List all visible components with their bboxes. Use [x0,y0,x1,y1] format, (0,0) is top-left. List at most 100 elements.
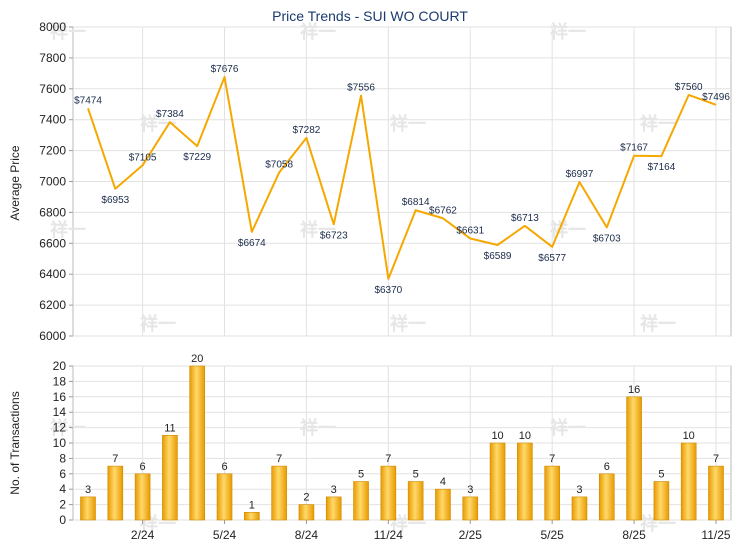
price-y-tick-label: 7800 [39,51,66,65]
watermark-text: 祥一 [390,113,426,135]
price-value-label: $6723 [320,230,348,241]
x-tick-label: 11/25 [701,528,730,542]
bar-value-label: 7 [385,453,391,465]
transaction-bar [380,465,397,521]
bar-value-label: 5 [658,469,664,481]
transaction-bar [189,365,206,521]
transaction-bar [680,442,697,521]
price-value-label: $6589 [484,251,512,262]
transaction-bar [462,496,479,521]
watermark-text: 祥一 [640,113,676,135]
transactions-y-tick-label: 16 [53,390,67,404]
price-value-label: $7282 [293,125,321,136]
price-value-label: $6762 [429,205,457,216]
transactions-y-tick-label: 4 [59,482,66,496]
price-value-label: $6953 [101,195,129,206]
transaction-bar [653,481,670,521]
price-value-label: $7384 [156,109,184,120]
transactions-y-tick-label: 6 [59,467,66,481]
transaction-bar [80,496,96,521]
price-value-label: $6631 [456,226,484,237]
watermark-text: 祥一 [50,417,86,439]
price-value-label: $7167 [620,143,648,154]
watermark-text: 祥一 [50,219,86,241]
bar-value-label: 10 [519,430,531,442]
transaction-bar [134,473,151,521]
price-y-tick-label: 6000 [39,329,66,343]
data-labels: 3 7 6 11 20 6 1 7 2 3 5 7 5 4 3 10 10 7 3 6 16 5 10 7 $7474 $6953… [74,64,730,511]
transactions-y-tick-label: 2 [59,498,66,512]
bar-value-label: 2 [303,492,309,504]
bar-value-label: 10 [683,430,695,442]
transactions-y-tick-label: 12 [53,421,67,435]
x-tick-label: 2/25 [459,528,483,542]
bar-value-label: 6 [140,461,146,473]
bar-value-label: 5 [413,469,419,481]
watermark-text: 祥一 [550,219,586,241]
transaction-bar [708,465,724,521]
transaction-bar [544,465,560,521]
transaction-bar [489,442,506,521]
price-line [87,76,717,280]
price-value-label: $7556 [347,83,375,94]
price-value-label: $6713 [511,213,539,224]
watermark-text: 祥一 [390,313,426,335]
bar-value-label: 3 [85,484,91,496]
watermark-text: 祥一 [550,21,586,43]
transaction-bar [244,511,260,521]
price-y-tick-label: 6200 [39,298,66,312]
watermark-text: 祥一 [300,219,336,241]
bar-value-label: 6 [221,461,227,473]
bar-value-label: 16 [628,384,640,396]
price-value-label: $7105 [129,152,157,163]
x-tick-label: 5/24 [213,528,237,542]
transactions-y-tick-label: 18 [53,374,67,388]
price-value-label: $7058 [265,160,293,171]
price-value-label: $7560 [675,82,703,93]
price-value-label: $6997 [566,169,594,180]
bar-value-label: 7 [276,453,282,465]
watermark-text: 祥一 [50,21,86,43]
price-y-tick-label: 7400 [39,113,66,127]
price-value-label: $7164 [647,162,675,173]
transaction-bar [325,496,342,521]
bar-value-label: 6 [604,461,610,473]
transactions-y-tick-label: 20 [53,359,67,373]
price-value-label: $6674 [238,238,266,249]
price-grid [72,26,732,337]
transaction-bar [162,434,178,521]
transaction-bar [216,473,233,521]
transaction-bar [298,504,315,521]
price-value-label: $7676 [211,64,239,75]
transactions-y-tick-label: 10 [53,436,67,450]
price-y-tick-label: 6800 [39,205,66,219]
bar-value-label: 10 [491,430,503,442]
x-tick-label: 2/24 [131,528,155,542]
transaction-bar [626,396,642,521]
price-value-label: $7496 [702,92,730,103]
transaction-bar [571,496,588,521]
watermark-text: 祥一 [140,113,176,135]
watermark-text: 祥一 [300,417,336,439]
transaction-bar [107,465,124,521]
transactions-y-tick-label: 8 [59,451,66,465]
transaction-bar [598,473,615,521]
bar-value-label: 20 [191,353,203,365]
transaction-bar [353,481,369,521]
x-tick-label: 8/24 [295,528,319,542]
watermark-text: 祥一 [640,313,676,335]
transaction-bar [407,481,424,521]
watermark-text: 祥一 [300,21,336,43]
price-y-tick-label: 7200 [39,144,66,158]
bar-value-label: 3 [467,484,473,496]
bar-value-label: 7 [549,453,555,465]
price-value-label: $6370 [374,285,402,296]
chart-title: Price Trends - SUI WO COURT [272,8,468,24]
watermark-text: 祥一 [140,313,176,335]
price-axes: 6000 6200 6400 6600 6800 7000 7200 7400 7600 7800… [39,20,73,343]
transactions-grid [72,365,732,521]
price-value-label: $7474 [74,95,102,106]
